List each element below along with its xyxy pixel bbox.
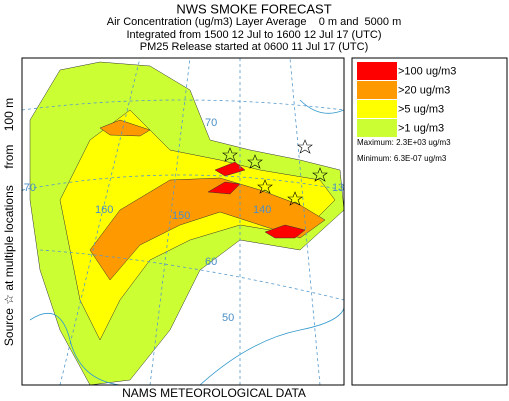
source-stars bbox=[222, 139, 328, 206]
maximum: Maximum: 2.3E+03 ug/m3 bbox=[357, 138, 451, 147]
legend-swatch bbox=[357, 100, 397, 118]
minimum: Minimum: 6.3E-07 ug/m3 bbox=[357, 154, 447, 163]
footer: NAMS METEOROLOGICAL DATA bbox=[122, 386, 306, 400]
map-label: 140 bbox=[253, 204, 271, 216]
coastline bbox=[29, 99, 344, 385]
map-label: 70 bbox=[205, 117, 217, 129]
title: NWS SMOKE FORECAST bbox=[176, 1, 331, 16]
source-label: Source ☆ at multiple locations from 100 … bbox=[2, 98, 16, 346]
map: -170 160 150 140 130 70 60 50 bbox=[14, 58, 350, 385]
legend-swatch bbox=[357, 62, 397, 80]
subtitle: PM25 Release started at 0600 11 Jul 17 (… bbox=[140, 41, 368, 53]
map-label: -170 bbox=[14, 182, 36, 194]
legend: >100 ug/m3 >20 ug/m3 >5 ug/m3 >1 ug/m3 bbox=[351, 57, 508, 386]
map-label: 130 bbox=[332, 182, 350, 194]
map-label: 60 bbox=[205, 256, 217, 268]
plume-core bbox=[264, 224, 306, 239]
map-frame bbox=[21, 57, 345, 386]
plume-core bbox=[214, 161, 246, 177]
legend-label: >20 ug/m3 bbox=[398, 84, 450, 96]
map-label: 150 bbox=[172, 210, 190, 222]
legend-swatch bbox=[357, 119, 397, 137]
legend-label: >5 ug/m3 bbox=[398, 103, 444, 115]
subtitle: Air Concentration (ug/m3) Layer Average … bbox=[107, 16, 402, 28]
map-label: 160 bbox=[95, 204, 113, 216]
subtitle: Integrated from 1500 12 Jul to 1600 12 J… bbox=[127, 29, 382, 41]
plume-3 bbox=[89, 177, 326, 281]
legend-label: >100 ug/m3 bbox=[398, 65, 456, 77]
legend-swatch bbox=[357, 81, 397, 99]
plume-4 bbox=[99, 119, 151, 137]
map-label: 50 bbox=[222, 312, 234, 324]
legend-label: >1 ug/m3 bbox=[398, 122, 444, 134]
